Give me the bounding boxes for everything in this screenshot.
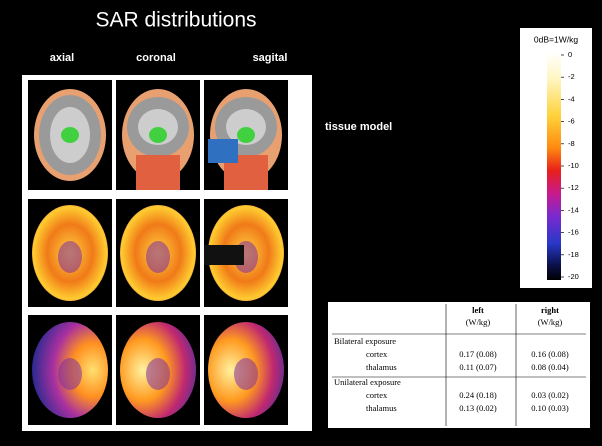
face bbox=[208, 139, 238, 163]
value-cell: 0.08 (0.04) bbox=[531, 362, 569, 372]
value-cell: 0.16 (0.08) bbox=[531, 349, 569, 359]
tick-label: -2 bbox=[568, 72, 575, 81]
value-cell: 0.11 (0.07) bbox=[459, 362, 496, 372]
column-label: coronal bbox=[136, 52, 176, 64]
row-label: thalamus bbox=[366, 403, 397, 413]
tick-label: -16 bbox=[568, 228, 579, 237]
title: SAR distributions bbox=[95, 9, 256, 32]
row-label: cortex bbox=[366, 349, 388, 359]
colorbar bbox=[547, 52, 561, 280]
header-cell: right bbox=[541, 305, 559, 315]
row-label: thalamus bbox=[366, 362, 397, 372]
sar-core bbox=[146, 241, 170, 273]
row-label: cortex bbox=[366, 390, 388, 400]
header-cell: (W/kg) bbox=[466, 317, 491, 327]
group-label: Unilateral exposure bbox=[334, 377, 401, 387]
sar-core bbox=[234, 358, 258, 390]
header-cell: (W/kg) bbox=[538, 317, 563, 327]
sar-core bbox=[58, 358, 82, 390]
group-label: Bilateral exposure bbox=[334, 336, 396, 346]
table-box bbox=[328, 302, 590, 428]
colorbar-label: 0dB=1W/kg bbox=[534, 34, 578, 44]
value-cell: 0.03 (0.02) bbox=[531, 390, 569, 400]
value-cell: 0.17 (0.08) bbox=[459, 349, 497, 359]
column-label: axial bbox=[50, 52, 74, 64]
row-label: tissue model bbox=[325, 121, 392, 133]
neck bbox=[136, 155, 180, 190]
image-grid bbox=[28, 80, 288, 425]
value-cell: 0.13 (0.02) bbox=[459, 403, 497, 413]
header-cell: left bbox=[472, 305, 484, 315]
tick-label: -6 bbox=[568, 117, 575, 126]
thalamus bbox=[149, 127, 167, 143]
thalamus bbox=[237, 127, 255, 143]
value-cell: 0.10 (0.03) bbox=[531, 403, 569, 413]
table: left (W/kg) right (W/kg) Bilateral exposure c… bbox=[332, 304, 586, 426]
shadow bbox=[204, 245, 244, 265]
tick-label: -18 bbox=[568, 250, 579, 259]
tick-label: -12 bbox=[568, 183, 579, 192]
tick-label: -4 bbox=[568, 94, 575, 103]
tick-label: 0 bbox=[568, 50, 572, 59]
sar-core bbox=[146, 358, 170, 390]
tick-label: -8 bbox=[568, 139, 575, 148]
sar-core bbox=[58, 241, 82, 273]
tick-label: -20 bbox=[568, 272, 579, 281]
column-label: sagital bbox=[253, 52, 288, 64]
tick-label: -10 bbox=[568, 161, 579, 170]
thalamus bbox=[61, 127, 79, 143]
tick-label: -14 bbox=[568, 205, 579, 214]
value-cell: 0.24 (0.18) bbox=[459, 390, 497, 400]
colorbar-ticks: 0 -2 -4 -6 -8 -10 -12 -14 -16 -18 -20 bbox=[561, 50, 579, 281]
